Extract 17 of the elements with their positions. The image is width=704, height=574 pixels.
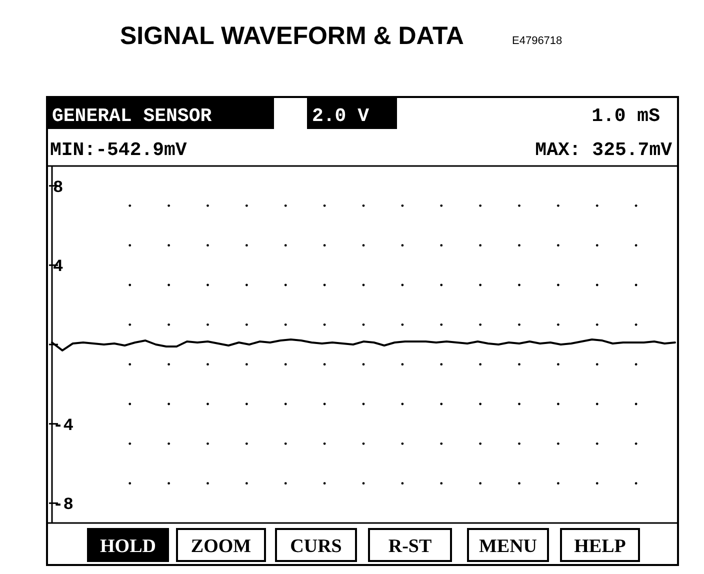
text: CURS (290, 536, 342, 557)
text: ZOOM (190, 536, 252, 557)
text: MAX: 325.7mV (535, 139, 673, 161)
text: E4796718 (512, 35, 562, 47)
text: GENERAL SENSOR (52, 105, 212, 127)
y-tick-label: 4 (53, 258, 64, 278)
y-tick-label: 8 (53, 178, 64, 198)
text: MENU (478, 536, 538, 557)
y-tick-label: -8 (53, 496, 74, 516)
text: 1.0 mS (592, 105, 660, 127)
text: R-ST (388, 536, 432, 557)
chart-title: SIGNAL WAVEFORM & DATA (120, 22, 464, 50)
text: HOLD (100, 536, 156, 557)
text: MIN:-542.9mV (50, 139, 188, 161)
y-tick-label: -4 (53, 416, 74, 436)
text: HELP (574, 536, 626, 557)
text: 2.0 V (312, 105, 370, 127)
